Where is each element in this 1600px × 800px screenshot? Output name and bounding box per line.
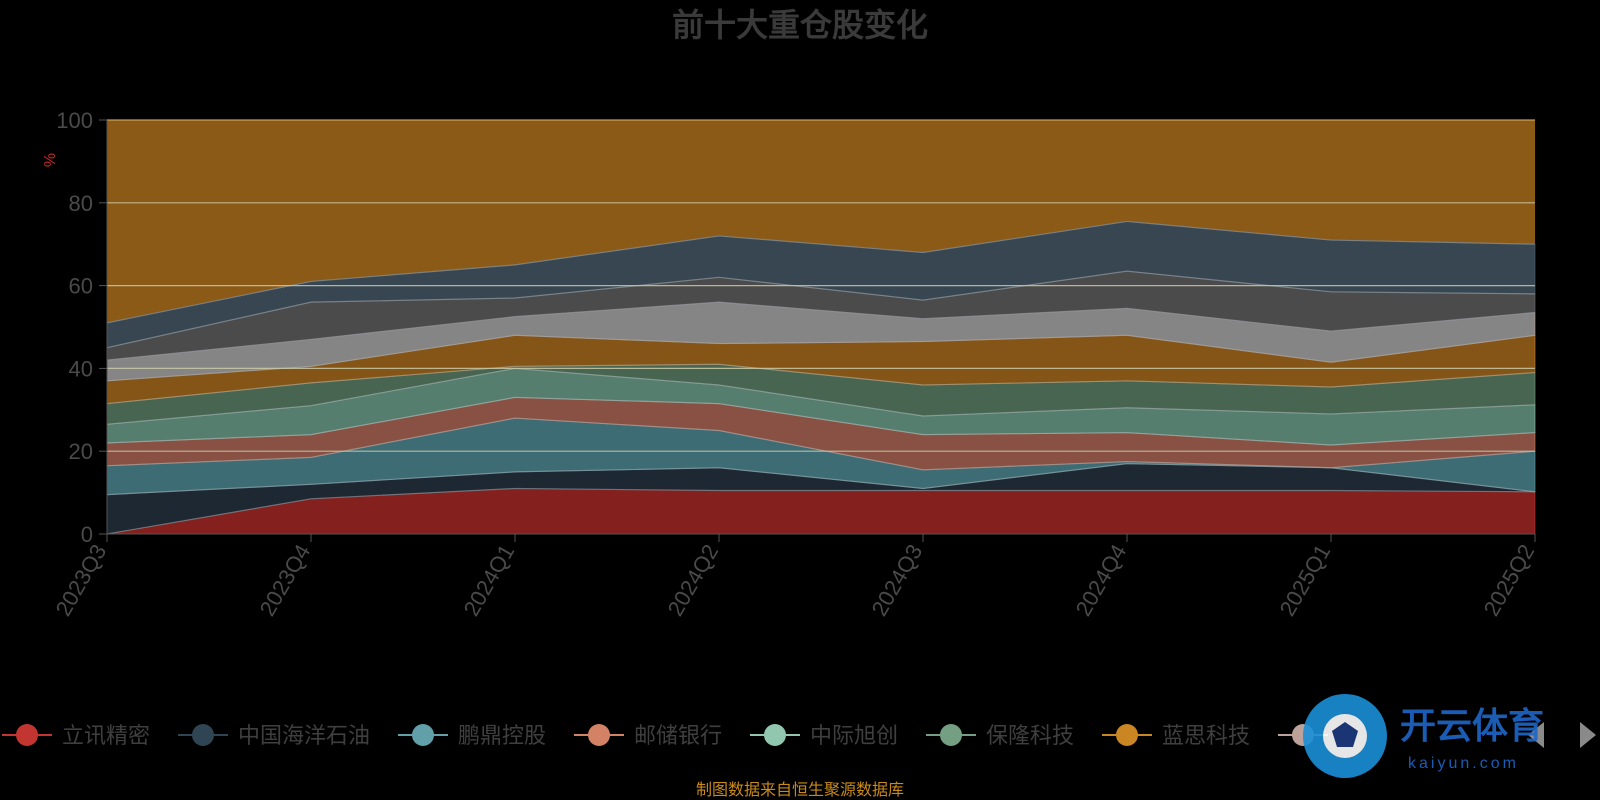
chart-title: 前十大重仓股变化 <box>672 7 928 43</box>
plot-area: 0 20 40 60 80 100 2023Q3 2023Q4 2024Q1 2024Q2 2024… <box>51 108 1540 620</box>
x-tick-label: 2025Q1 <box>1275 540 1336 620</box>
legend-marker-icon <box>764 724 786 746</box>
legend-label: 鹏鼎控股 <box>458 723 546 748</box>
legend-label: 保隆科技 <box>986 723 1074 748</box>
legend-marker-icon <box>588 724 610 746</box>
legend-marker-icon <box>940 724 962 746</box>
legend-label: 立讯精密 <box>62 723 150 748</box>
series-line-9 <box>106 270 1536 349</box>
y-tick-label: 80 <box>69 191 93 216</box>
x-tick-label: 2023Q3 <box>51 540 112 620</box>
x-tick-label: 2023Q4 <box>255 540 316 620</box>
x-tick-label: 2025Q2 <box>1479 540 1540 620</box>
y-tick-label: 100 <box>56 108 93 133</box>
y-axis-unit: % <box>42 153 59 167</box>
top-band-area <box>107 120 1535 323</box>
x-tick-label: 2024Q3 <box>867 540 928 620</box>
legend-label: 中际旭创 <box>810 723 898 748</box>
x-tick-label: 2024Q2 <box>663 540 724 620</box>
watermark-brand: 开云体育 <box>1400 705 1544 746</box>
legend-prev-page-icon <box>1528 722 1544 748</box>
legend-marker-icon <box>412 724 434 746</box>
legend-marker-icon <box>192 724 214 746</box>
y-tick-label: 60 <box>69 274 93 299</box>
series-line-1 <box>106 487 1536 535</box>
watermark-sub: kaiyun.com <box>1408 755 1519 772</box>
x-tick-label: 2024Q1 <box>459 540 520 620</box>
x-tick-label: 2024Q4 <box>1071 540 1132 620</box>
legend-label: 中国海洋石油 <box>238 723 370 748</box>
legend-marker-icon <box>1116 724 1138 746</box>
series-line-7 <box>106 334 1536 382</box>
legend-label: 邮储银行 <box>634 723 722 748</box>
series-line-5 <box>106 367 1536 425</box>
source-note: 制图数据来自恒生聚源数据库 <box>696 781 904 799</box>
series-line-10 <box>106 220 1536 324</box>
y-tick-label: 20 <box>69 439 93 464</box>
y-tick-label: 40 <box>69 356 93 381</box>
kaiyun-watermark-logo: 开云体育 kaiyun.com <box>1303 694 1544 778</box>
y-tick-label: 0 <box>81 522 93 547</box>
series-line-4 <box>106 396 1536 446</box>
legend-label: 蓝思科技 <box>1162 723 1250 748</box>
series-line-8 <box>106 301 1536 361</box>
series-line-6 <box>106 363 1536 405</box>
legend-marker-icon <box>16 724 38 746</box>
legend-next-page-icon <box>1580 722 1596 748</box>
logo-pentagon-icon <box>1332 722 1358 747</box>
legend: 立讯精密 中国海洋石油 鹏鼎控股 邮储银行 中际旭创 保隆科技 蓝思科技 <box>2 722 1596 748</box>
